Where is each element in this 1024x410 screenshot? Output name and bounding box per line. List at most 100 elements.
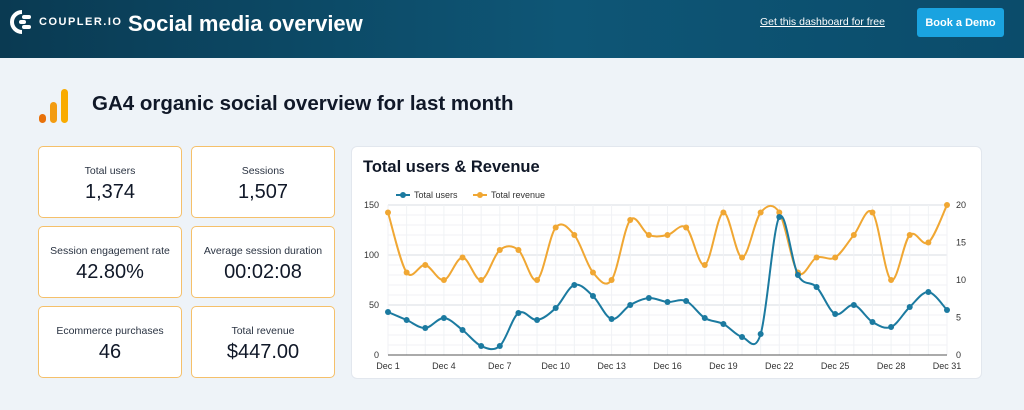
revenue-data-point bbox=[627, 217, 634, 223]
y-left-tick-label: 50 bbox=[369, 300, 379, 310]
revenue-data-point bbox=[496, 247, 503, 253]
users-revenue-chart: 0 50 100 150 0 5 10 15 20 Dec 1 Dec 4 Dec 7 Dec 10 De… bbox=[364, 190, 966, 371]
users-data-point bbox=[906, 304, 913, 310]
y-right-tick-label: 10 bbox=[956, 275, 966, 285]
users-data-point bbox=[459, 327, 466, 333]
y-left-tick-label: 0 bbox=[374, 350, 379, 360]
x-tick-label: Dec 22 bbox=[765, 361, 794, 371]
revenue-data-point bbox=[869, 209, 876, 216]
coupler-logo[interactable]: COUPLER.IO bbox=[10, 10, 122, 34]
revenue-data-point bbox=[720, 209, 727, 216]
revenue-data-point bbox=[683, 224, 690, 231]
kpi-label: Ecommerce purchases bbox=[56, 325, 164, 337]
kpi-label: Average session duration bbox=[203, 245, 323, 257]
y-left-tick-label: 100 bbox=[364, 250, 379, 260]
users-data-point bbox=[534, 317, 541, 323]
x-tick-label: Dec 16 bbox=[653, 361, 682, 371]
users-data-point bbox=[850, 302, 857, 308]
revenue-data-point bbox=[944, 202, 950, 208]
users-data-point bbox=[571, 282, 578, 288]
kpi-label: Total revenue bbox=[231, 325, 295, 337]
revenue-data-point bbox=[739, 254, 746, 261]
users-data-point bbox=[515, 310, 522, 316]
book-demo-button[interactable]: Book a Demo bbox=[917, 8, 1004, 37]
kpi-value: 42.80% bbox=[76, 261, 144, 283]
kpi-label: Sessions bbox=[241, 165, 285, 177]
users-data-point bbox=[925, 289, 932, 295]
x-tick-label: Dec 28 bbox=[877, 361, 906, 371]
users-data-point bbox=[776, 214, 783, 220]
users-data-point bbox=[664, 299, 671, 305]
revenue-data-point bbox=[888, 277, 895, 283]
kpi-ecommerce-purchases: Ecommerce purchases 46 bbox=[38, 306, 182, 378]
users-data-point bbox=[627, 302, 634, 308]
x-tick-label: Dec 13 bbox=[597, 361, 626, 371]
top-header: COUPLER.IO Social media overview Get thi… bbox=[0, 0, 1024, 58]
revenue-data-point bbox=[478, 277, 485, 283]
users-data-point bbox=[403, 317, 410, 323]
get-dashboard-link[interactable]: Get this dashboard for free bbox=[760, 16, 885, 28]
revenue-data-point bbox=[664, 232, 671, 238]
revenue-data-point bbox=[645, 232, 652, 238]
revenue-data-point bbox=[906, 232, 913, 238]
users-data-point bbox=[869, 319, 876, 325]
kpi-total-users: Total users 1,374 bbox=[38, 146, 182, 218]
revenue-data-point bbox=[850, 232, 857, 238]
users-data-point bbox=[813, 284, 820, 290]
revenue-data-point bbox=[776, 209, 783, 216]
users-data-point bbox=[683, 298, 690, 304]
users-data-point bbox=[739, 334, 746, 340]
revenue-data-point bbox=[925, 239, 932, 246]
revenue-data-point bbox=[757, 209, 764, 216]
x-tick-label: Dec 19 bbox=[709, 361, 738, 371]
legend-label: Total revenue bbox=[491, 190, 545, 200]
users-data-point bbox=[794, 272, 801, 278]
revenue-data-point bbox=[534, 277, 541, 283]
y-right-tick-label: 20 bbox=[956, 200, 966, 210]
legend-swatch-dot bbox=[400, 192, 406, 198]
x-tick-label: Dec 25 bbox=[821, 361, 850, 371]
users-data-point bbox=[757, 331, 764, 337]
revenue-data-point bbox=[589, 269, 596, 276]
x-tick-label: Dec 7 bbox=[488, 361, 512, 371]
users-data-point bbox=[440, 315, 447, 321]
kpi-total-revenue: Total revenue $447.00 bbox=[191, 306, 335, 378]
coupler-logo-icon bbox=[10, 10, 34, 34]
revenue-data-point bbox=[403, 269, 410, 276]
users-data-point bbox=[608, 316, 615, 322]
x-tick-label: Dec 1 bbox=[376, 361, 400, 371]
y-left-tick-label: 150 bbox=[364, 200, 379, 210]
legend-label: Total users bbox=[414, 190, 458, 200]
y-right-tick-label: 5 bbox=[956, 313, 961, 323]
users-revenue-chart-card: Total users & Revenue 0 50 100 150 0 5 10 15 20 D… bbox=[351, 146, 982, 379]
kpi-value: 1,507 bbox=[237, 181, 289, 203]
revenue-data-point bbox=[515, 247, 522, 253]
revenue-data-point bbox=[813, 254, 820, 261]
revenue-data-point bbox=[385, 209, 391, 216]
users-data-point bbox=[888, 324, 895, 330]
users-data-point bbox=[478, 343, 485, 349]
users-data-point bbox=[385, 309, 391, 315]
revenue-data-point bbox=[571, 232, 578, 238]
kpi-label: Session engagement rate bbox=[50, 245, 170, 257]
kpi-value: 1,374 bbox=[84, 181, 136, 203]
revenue-data-point bbox=[552, 224, 559, 231]
users-data-point bbox=[944, 307, 950, 313]
revenue-data-point bbox=[459, 254, 466, 261]
chart-title: Total users & Revenue bbox=[363, 158, 540, 176]
y-right-tick-label: 0 bbox=[956, 350, 961, 360]
revenue-data-point bbox=[701, 262, 708, 268]
revenue-data-point bbox=[422, 262, 429, 268]
bar-chart-icon bbox=[38, 88, 70, 124]
legend-swatch-dot bbox=[477, 192, 483, 198]
users-data-point bbox=[645, 295, 652, 301]
kpi-value: 46 bbox=[98, 341, 122, 363]
users-data-point bbox=[422, 325, 429, 331]
page-title: Social media overview bbox=[128, 11, 363, 36]
users-data-point bbox=[589, 293, 596, 299]
kpi-value: $447.00 bbox=[226, 341, 300, 363]
users-data-point bbox=[496, 343, 503, 349]
x-tick-label: Dec 31 bbox=[933, 361, 962, 371]
kpi-sessions: Sessions 1,507 bbox=[191, 146, 335, 218]
kpi-label: Total users bbox=[84, 165, 136, 177]
